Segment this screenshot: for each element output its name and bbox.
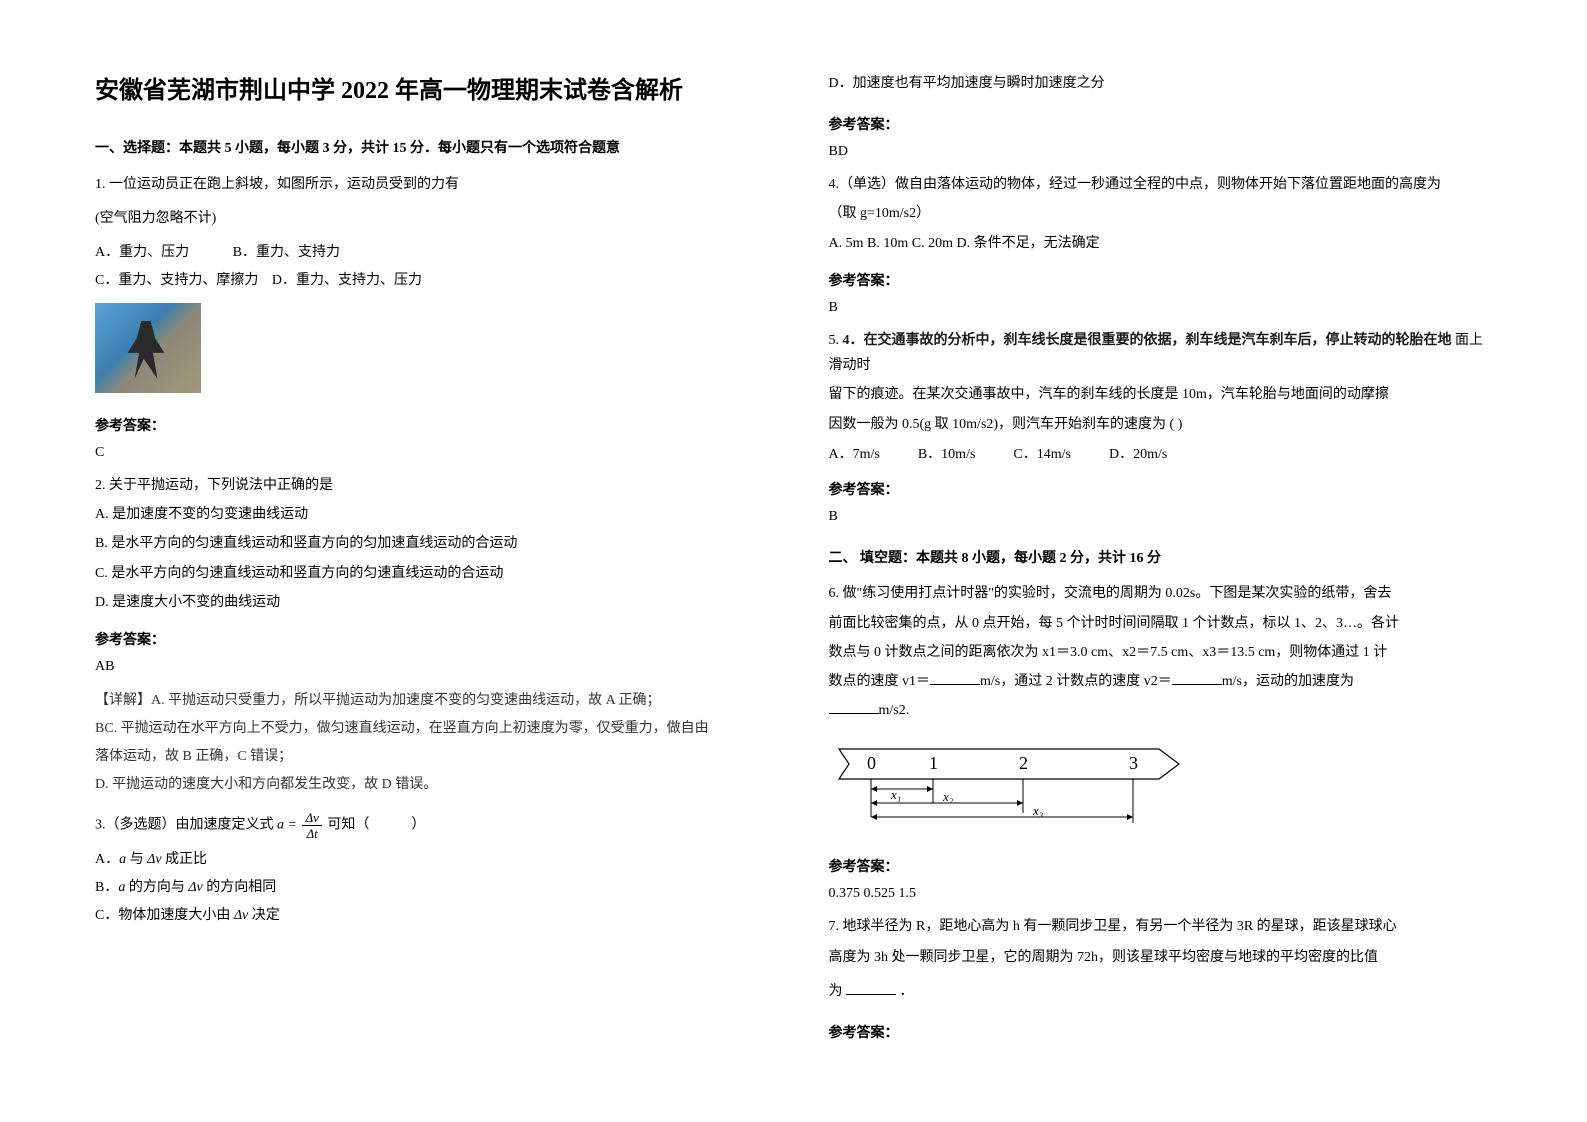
- q6-line4: 数点的速度 v1＝m/s，通过 2 计数点的速度 v2＝m/s，运动的加速度为: [829, 669, 1493, 694]
- svg-text:2: 2: [1019, 753, 1028, 773]
- svg-text:x₂: x₂: [942, 789, 954, 804]
- runner-image: [95, 303, 201, 393]
- q2-ans-label: 参考答案：: [95, 629, 759, 649]
- q3-stem-pre: 3.（多选题）由加速度定义式: [95, 818, 277, 833]
- q2-optD: D. 是速度大小不变的曲线运动: [95, 590, 759, 615]
- q5-line3: 因数一般为 0.5(g 取 10m/s2)，则汽车开始刹车的速度为 ( ): [829, 412, 1493, 437]
- left-column: 安徽省芜湖市荆山中学 2022 年高一物理期末试卷含解析 一、选择题：本题共 5…: [95, 70, 759, 1052]
- q7-line1: 7. 地球半径为 R，距地心高为 h 有一颗同步卫星，有另一个半径为 3R 的星…: [829, 914, 1493, 939]
- section2-head: 二、 填空题：本题共 8 小题，每小题 2 分，共计 16 分: [829, 547, 1493, 567]
- q5-line2: 留下的痕迹。在某次交通事故中，汽车的刹车线的长度是 10m，汽车轮胎与地面间的动…: [829, 382, 1493, 407]
- q3-ans-label: 参考答案：: [829, 114, 1493, 134]
- q1-opts-row1: A．重力、压力 B．重力、支持力: [95, 239, 759, 267]
- q5-line1: 5. 4．在交通事故的分析中，刹车线长度是很重要的依据，刹车线是汽车刹车后，停止…: [829, 328, 1493, 378]
- section1-head: 一、选择题：本题共 5 小题，每小题 3 分，共计 15 分．每小题只有一个选项…: [95, 137, 759, 157]
- q6-line5: m/s2.: [829, 698, 1493, 723]
- q1-optC: C．重力、支持力、摩擦力: [95, 273, 258, 288]
- q5-ans-label: 参考答案：: [829, 479, 1493, 499]
- q7-ans-label: 参考答案：: [829, 1022, 1493, 1042]
- q3-fraction: ΔvΔt: [302, 811, 321, 840]
- q6-line3: 数点与 0 计数点之间的距离依次为 x1＝3.0 cm、x2＝7.5 cm、x3…: [829, 640, 1493, 665]
- svg-text:1: 1: [929, 753, 938, 773]
- q5-optC: C．14m/s: [1013, 441, 1071, 469]
- q1-optB: B．重力、支持力: [233, 245, 340, 260]
- q1-opts-row2: C．重力、支持力、摩擦力 D．重力、支持力、压力: [95, 267, 759, 295]
- q4-stem1: 4.（单选）做自由落体运动的物体，经过一秒通过全程的中点，则物体开始下落位置距地…: [829, 172, 1493, 197]
- q3-stem: 3.（多选题）由加速度定义式 a = ΔvΔt 可知（ ）: [95, 811, 759, 840]
- q4-stem2: （取 g=10m/s2）: [829, 201, 1493, 226]
- q3-ans: BD: [829, 144, 1493, 160]
- q3-optC: C．物体加速度大小由 Δv 决定: [95, 902, 759, 930]
- q5-ans: B: [829, 509, 1493, 525]
- q2-optA: A. 是加速度不变的匀变速曲线运动: [95, 502, 759, 527]
- q6-ans-label: 参考答案：: [829, 856, 1493, 876]
- q3-formula: a =: [277, 818, 300, 833]
- q2-detail4: D. 平抛运动的速度大小和方向都发生改变，故 D 错误。: [95, 771, 759, 799]
- svg-text:x₁: x₁: [890, 787, 901, 802]
- q2-ans: AB: [95, 659, 759, 675]
- q2-optC: C. 是水平方向的匀速直线运动和竖直方向的匀速直线运动的合运动: [95, 561, 759, 586]
- q5-optA: A．7m/s: [829, 441, 880, 469]
- q3-optA: A．a 与 Δv 成正比: [95, 846, 759, 874]
- q7-line3: 为 ．: [829, 978, 1493, 1006]
- q1-stem1: 1. 一位运动员正在跑上斜坡，如图所示，运动员受到的力有: [95, 171, 759, 199]
- q3-optD: D．加速度也有平均加速度与瞬时加速度之分: [829, 70, 1493, 98]
- q4-ans-label: 参考答案：: [829, 270, 1493, 290]
- q3-stem-post: 可知（ ）: [327, 818, 425, 833]
- q2-detail2: BC. 平抛运动在水平方向上不受力，做匀速直线运动，在竖直方向上初速度为零，仅受…: [95, 715, 759, 743]
- q5-optB: B．10m/s: [918, 441, 976, 469]
- q6-line2: 前面比较密集的点，从 0 点开始，每 5 个计时时间间隔取 1 个计数点，标以 …: [829, 611, 1493, 636]
- q7-line2: 高度为 3h 处一颗同步卫星，它的周期为 72h，则该星球平均密度与地球的平均密…: [829, 944, 1493, 972]
- q1-stem2: (空气阻力忽略不计): [95, 205, 759, 233]
- q5-opts: A．7m/s B．10m/s C．14m/s D．20m/s: [829, 441, 1493, 469]
- tape-svg: 0 1 2 3 x₁ x₂ x₃: [829, 739, 1189, 829]
- q2-optB: B. 是水平方向的匀速直线运动和竖直方向的匀加速直线运动的合运动: [95, 531, 759, 556]
- q6-ans: 0.375 0.525 1.5: [829, 886, 1493, 902]
- q5-optD: D．20m/s: [1109, 441, 1167, 469]
- q1-optD: D．重力、支持力、压力: [272, 273, 422, 288]
- q4-ans: B: [829, 300, 1493, 316]
- q2-detail3: 落体运动，故 B 正确，C 错误；: [95, 743, 759, 771]
- q4-opts: A. 5m B. 10m C. 20m D. 条件不足，无法确定: [829, 231, 1493, 256]
- q6-line1: 6. 做"练习使用打点计时器"的实验时，交流电的周期为 0.02s。下图是某次实…: [829, 581, 1493, 606]
- q3-optB: B．a 的方向与 Δv 的方向相同: [95, 874, 759, 902]
- q1-optA: A．重力、压力: [95, 245, 189, 260]
- q1-ans-label: 参考答案：: [95, 415, 759, 435]
- right-column: D．加速度也有平均加速度与瞬时加速度之分 参考答案： BD 4.（单选）做自由落…: [829, 70, 1493, 1052]
- doc-title: 安徽省芜湖市荆山中学 2022 年高一物理期末试卷含解析: [95, 70, 759, 105]
- svg-text:3: 3: [1129, 753, 1138, 773]
- svg-text:x₃: x₃: [1032, 803, 1043, 818]
- q2-detail1: 【详解】A. 平抛运动只受重力，所以平抛运动为加速度不变的匀变速曲线运动，故 A…: [95, 687, 759, 715]
- q2-stem: 2. 关于平抛运动，下列说法中正确的是: [95, 473, 759, 498]
- tape-diagram: 0 1 2 3 x₁ x₂ x₃: [829, 739, 1493, 834]
- svg-text:0: 0: [867, 753, 876, 773]
- q1-ans: C: [95, 445, 759, 461]
